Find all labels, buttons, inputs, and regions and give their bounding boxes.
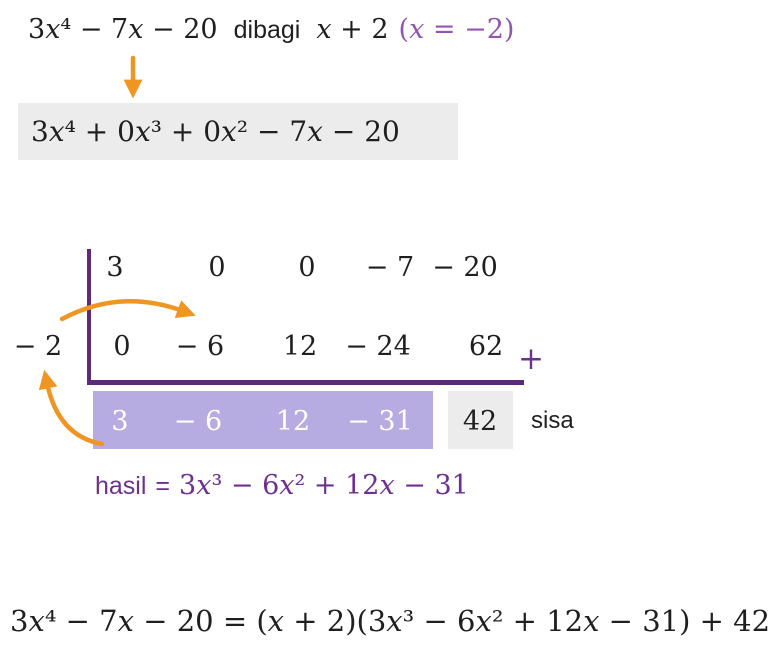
coefficient-cell: − 20 xyxy=(432,252,498,283)
divisor-expression: x + 2 xyxy=(316,14,389,45)
padded-polynomial: 3x⁴ + 0x³ + 0x² − 7x − 20 xyxy=(31,115,400,148)
product-cell: − 24 xyxy=(345,331,411,362)
result-cell: − 31 xyxy=(347,406,413,437)
padded-polynomial-box: 3x⁴ + 0x³ + 0x² − 7x − 20 xyxy=(18,103,458,160)
final-equation: 3x⁴ − 7x − 20 = (x + 2)(3x³ − 6x² + 12x … xyxy=(10,604,769,638)
dividend-polynomial: 3x⁴ − 7x − 20 xyxy=(28,14,218,45)
result-cell: 3 xyxy=(111,406,129,437)
product-cell: 12 xyxy=(282,331,318,362)
division-horizontal-line xyxy=(87,380,524,385)
plus-sign: + xyxy=(518,341,544,377)
product-cell: 62 xyxy=(468,331,504,362)
root-note: (x = −2) xyxy=(398,14,515,45)
coefficient-cell: 3 xyxy=(106,252,124,283)
sisa-label: sisa xyxy=(531,407,574,434)
equals-sign: = xyxy=(155,472,171,500)
dibagi-label: dibagi xyxy=(233,16,301,44)
product-cell: − 6 xyxy=(175,331,225,362)
multiplier-cell: − 2 xyxy=(13,331,63,362)
coefficient-cell: 0 xyxy=(298,252,316,283)
coefficient-cell: 0 xyxy=(208,252,226,283)
quotient-expression: 3x³ − 6x² + 12x − 31 xyxy=(179,470,469,501)
remainder-value: 42 xyxy=(462,406,498,437)
hasil-label: hasil xyxy=(95,472,147,500)
coefficient-cell: − 7 xyxy=(365,252,415,283)
remainder-highlight-box xyxy=(448,391,513,449)
quotient-statement: hasil = 3x³ − 6x² + 12x − 31 xyxy=(95,470,469,501)
carry-over-arrow xyxy=(59,298,196,322)
division-vertical-line xyxy=(87,249,91,385)
quotient-highlight-band xyxy=(93,391,433,449)
result-cell: 12 xyxy=(275,406,311,437)
product-cell: 0 xyxy=(113,331,131,362)
problem-statement: 3x⁴ − 7x − 20 dibagi x + 2 (x = −2) xyxy=(28,14,514,45)
result-cell: − 6 xyxy=(173,406,223,437)
